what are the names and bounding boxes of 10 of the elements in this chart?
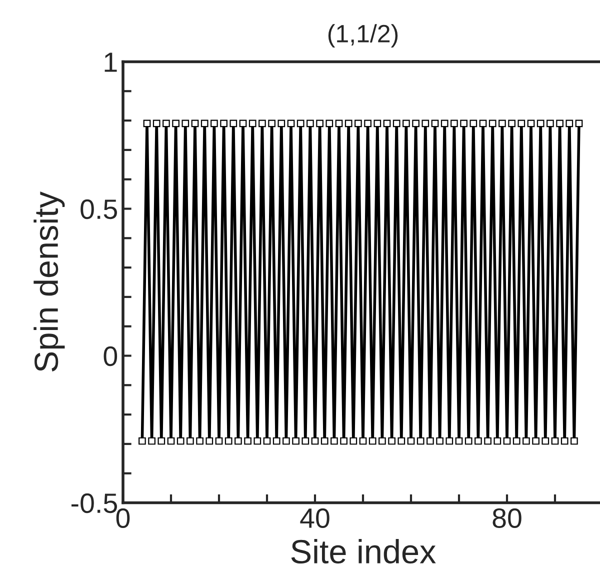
x-axis-title: Site index — [291, 539, 436, 564]
x-tick-label: 40 — [300, 508, 330, 528]
y-axis-title: Spin density — [34, 192, 65, 372]
x-tick-label: 80 — [492, 508, 522, 528]
y-tick-label: 1 — [104, 52, 117, 72]
y-tick-label: 0 — [104, 346, 118, 366]
y-tick-label: -0.5 — [72, 493, 117, 514]
x-tick-label: 0 — [116, 508, 130, 528]
y-tick-label: 0.5 — [80, 199, 117, 220]
chart-title: (1,1/2) — [328, 24, 398, 48]
